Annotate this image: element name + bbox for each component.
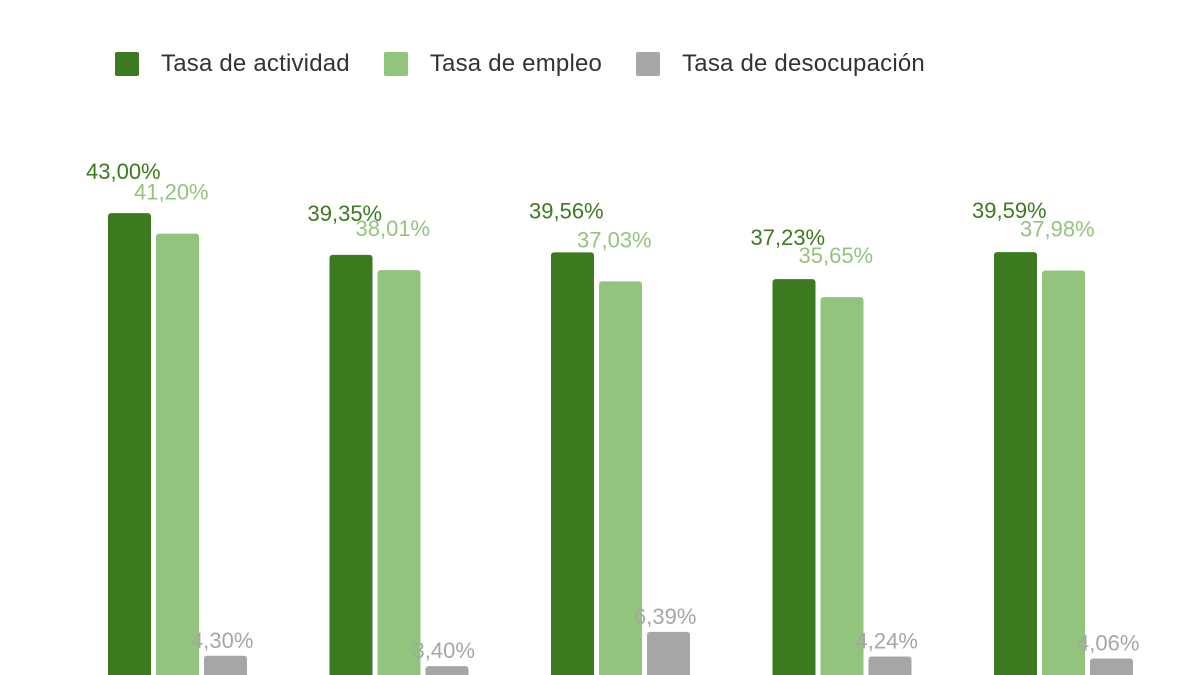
data-label-actividad-1: 43,00% — [86, 159, 161, 184]
chart-legend: Tasa de actividad Tasa de empleo Tasa de… — [115, 50, 959, 78]
data-label-empleo-4: 35,65% — [799, 243, 874, 268]
bar-desocupacion-3[interactable] — [647, 631, 690, 675]
bar-empleo-5[interactable] — [1042, 270, 1085, 675]
legend-swatch-desocupacion — [636, 52, 661, 76]
bar-empleo-4[interactable] — [820, 297, 864, 675]
legend-label-empleo: Tasa de empleo — [429, 50, 603, 77]
bar-empleo-2[interactable] — [377, 270, 421, 675]
data-label-actividad-4: 37,23% — [751, 225, 826, 250]
bar-actividad-4[interactable] — [772, 279, 816, 675]
bar-desocupacion-5[interactable] — [1090, 658, 1133, 675]
legend-item-empleo[interactable]: Tasa de empleo — [383, 50, 603, 78]
data-label-desocupacion-5: 4,06% — [1077, 631, 1139, 656]
legend-label-actividad: Tasa de actividad — [161, 50, 350, 77]
data-label-actividad-2: 39,35% — [308, 201, 383, 226]
legend-swatch-empleo — [383, 52, 408, 76]
bar-actividad-2[interactable] — [329, 254, 373, 675]
data-label-desocupacion-4: 4,24% — [856, 628, 918, 653]
bar-desocupacion-1[interactable] — [204, 655, 247, 675]
bar-actividad-3[interactable] — [551, 252, 594, 675]
legend-label-desocupacion: Tasa de desocupación — [682, 50, 925, 77]
data-label-desocupacion-2: 3,40% — [413, 638, 475, 663]
data-label-empleo-1: 41,20% — [134, 180, 209, 205]
bar-empleo-1[interactable] — [156, 233, 199, 675]
data-label-actividad-3: 39,56% — [529, 198, 604, 223]
legend-item-desocupacion[interactable]: Tasa de desocupación — [636, 50, 925, 78]
bar-desocupacion-2[interactable] — [425, 666, 469, 675]
data-label-empleo-2: 38,01% — [356, 216, 431, 241]
bar-actividad-1[interactable] — [108, 213, 151, 675]
bar-empleo-3[interactable] — [599, 281, 642, 675]
bar-desocupacion-4[interactable] — [868, 656, 912, 675]
data-label-desocupacion-3: 6,39% — [634, 604, 696, 629]
data-label-actividad-5: 39,59% — [972, 198, 1047, 223]
bar-actividad-5[interactable] — [994, 252, 1037, 675]
legend-item-actividad[interactable]: Tasa de actividad — [115, 50, 350, 78]
data-label-empleo-5: 37,98% — [1020, 217, 1095, 242]
data-label-empleo-3: 37,03% — [577, 227, 652, 252]
data-label-desocupacion-1: 4,30% — [191, 628, 253, 653]
legend-swatch-actividad — [115, 52, 139, 76]
